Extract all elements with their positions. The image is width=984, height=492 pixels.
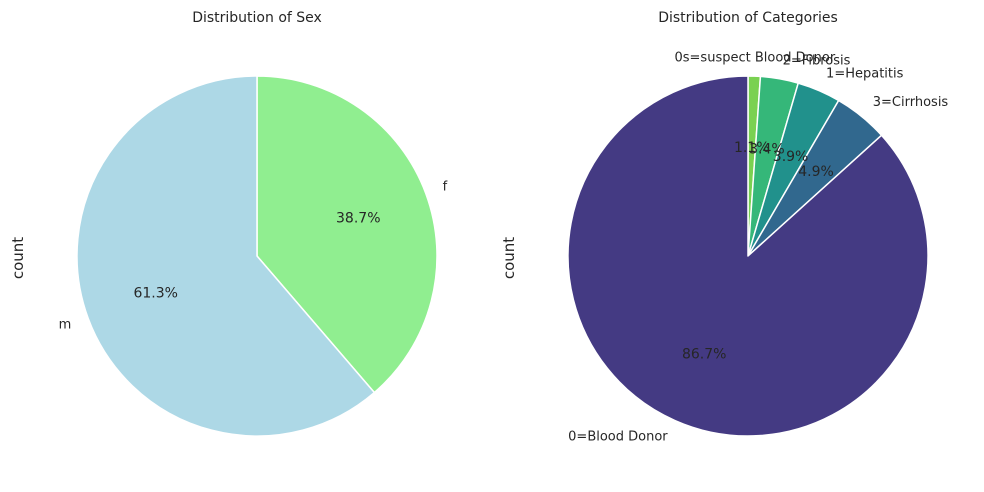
pie-slices <box>567 75 929 437</box>
slice-label-2-fibrosis: 2=Fibrosis <box>783 54 851 69</box>
pct-label-3-cirrhosis: 4.9% <box>798 164 834 180</box>
slice-label-1-hepatitis: 1=Hepatitis <box>826 67 904 82</box>
pie-labels: 0s=suspect Blood Donor 1.1% 2=Fibrosis 3.4%… <box>568 51 948 445</box>
pct-label-1-hepatitis: 3.9% <box>773 149 809 165</box>
chart-title: Distribution of Sex <box>192 10 322 26</box>
sex-pie-chart: Distribution of Sex count f 38.7% m 61.3% <box>9 10 448 437</box>
pct-label-0-blood-donor: 86.7% <box>682 347 726 363</box>
slice-label-0-blood-donor: 0=Blood Donor <box>568 429 668 444</box>
pie-slice-0-blood-donor <box>567 75 929 437</box>
slice-label-f: f <box>443 180 448 195</box>
slice-label-m: m <box>59 317 72 332</box>
chart-title: Distribution of Categories <box>658 10 838 26</box>
pie-slice-m <box>76 75 376 437</box>
slice-label-0s-suspect-blood-donor: 0s=suspect Blood Donor <box>675 51 836 66</box>
slice-label-3-cirrhosis: 3=Cirrhosis <box>873 95 949 110</box>
pct-label-f: 38.7% <box>336 210 380 226</box>
y-axis-label: count <box>500 237 518 279</box>
pie-labels: f 38.7% m 61.3% <box>59 180 448 333</box>
pie-slice-f <box>256 75 438 394</box>
pct-label-0s-suspect-blood-donor: 1.1% <box>734 140 770 156</box>
y-axis-label: count <box>9 237 27 279</box>
pie-slices <box>76 75 438 437</box>
pct-label-m: 61.3% <box>133 286 177 302</box>
pct-label-2-fibrosis: 3.4% <box>749 142 785 158</box>
categories-pie-chart: Distribution of Categories count 0s=susp… <box>500 10 948 444</box>
